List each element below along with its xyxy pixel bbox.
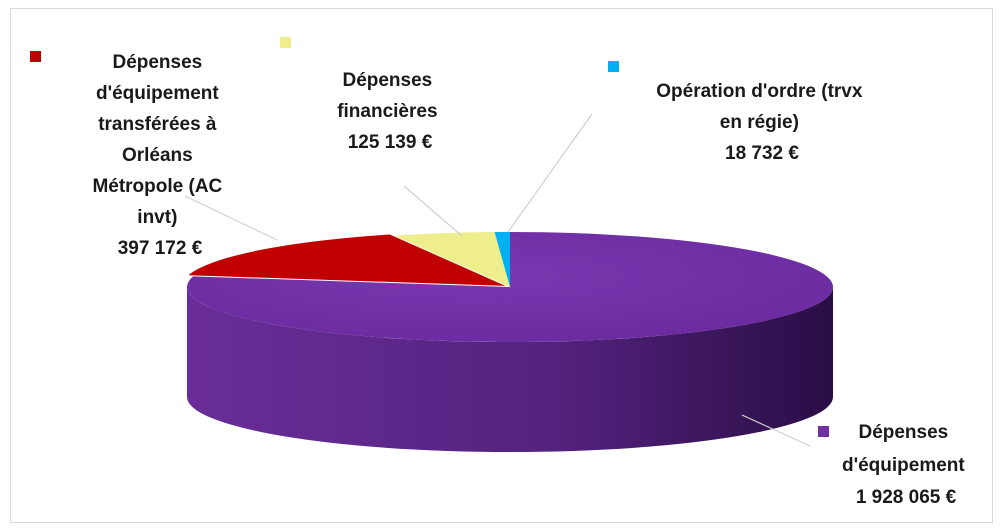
leader-line-yellow bbox=[403, 185, 463, 237]
pie-side-purple bbox=[187, 287, 833, 452]
label-purple: Dépenses d'équipement 1 928 065 € bbox=[842, 422, 970, 508]
label-blue: Opération d'ordre (trvx en régie) 18 732… bbox=[656, 81, 867, 164]
leader-line-blue bbox=[507, 113, 593, 233]
pie-slice-yellow bbox=[394, 232, 510, 287]
legend-marker-red bbox=[30, 51, 41, 62]
pie-side bbox=[187, 287, 833, 452]
legend-marker-yellow bbox=[280, 37, 291, 48]
pie-top bbox=[186, 232, 833, 342]
legend-marker-purple bbox=[818, 426, 829, 437]
pie-slice-purple bbox=[186, 232, 833, 342]
pie-slice-blue bbox=[494, 232, 510, 287]
leader-line-red bbox=[184, 195, 278, 241]
leader-line-purple bbox=[741, 414, 811, 447]
label-yellow: Dépenses financières 125 139 € bbox=[337, 70, 443, 153]
legend-marker-blue bbox=[608, 61, 619, 72]
pie-slice-red bbox=[188, 234, 506, 286]
label-red: Dépenses d'équipement transférées à Orlé… bbox=[92, 52, 227, 259]
